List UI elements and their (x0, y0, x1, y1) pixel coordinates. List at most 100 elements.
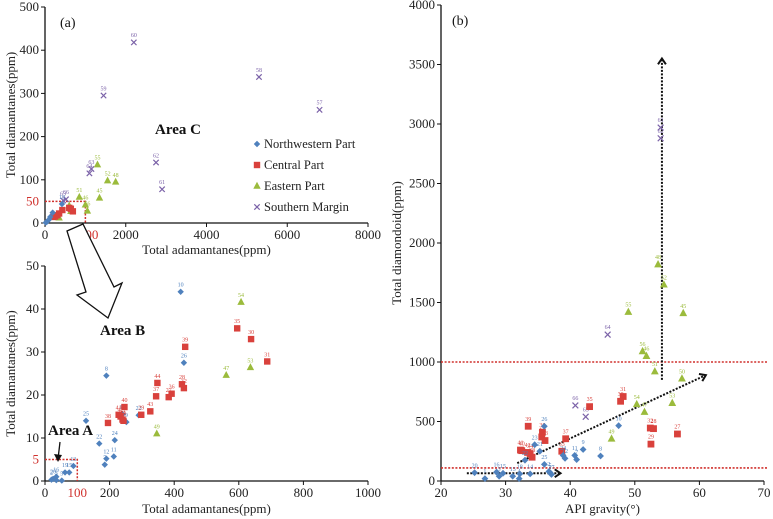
point-diamond (573, 456, 581, 463)
point-label: 3 (498, 467, 501, 473)
point-cross (100, 92, 107, 99)
x-axis-label: Total adamantanes(ppm) (142, 242, 271, 257)
data-point-eastern: 56 (83, 202, 92, 214)
point-square (104, 419, 112, 427)
point-label: 64 (605, 325, 611, 331)
point-label: 20 (50, 470, 56, 476)
data-point-central: 30 (617, 392, 624, 405)
x-tick-label: 600 (229, 485, 249, 500)
point-square (541, 437, 549, 444)
point-label: 28 (651, 419, 657, 425)
point-square (154, 379, 161, 387)
x-tick-label: 400 (164, 485, 184, 500)
point-cross-stroke (253, 203, 261, 211)
data-point-northwestern (49, 209, 56, 216)
data-point-eastern: 51 (75, 188, 84, 200)
data-point-central: 43 (147, 402, 154, 415)
point-label: 41 (517, 441, 523, 447)
point-triangle (246, 363, 255, 371)
x-tick-label: 2000 (113, 227, 139, 242)
data-point-northwestern: 2 (48, 471, 55, 483)
data-point-northwestern: 3 (53, 471, 60, 484)
x-tick-label: 200 (100, 485, 120, 500)
y-tick-label: 10 (26, 430, 39, 445)
legend-label: Northwestern Part (264, 137, 356, 151)
data-point-southern: 66 (572, 396, 579, 409)
y-tick-label: 400 (20, 42, 40, 57)
point-label: 37 (153, 387, 159, 393)
y-tick-label: 2000 (409, 235, 435, 250)
point-label: 44 (539, 428, 545, 434)
point-label: 25 (83, 412, 89, 418)
point-label: 8 (105, 366, 108, 372)
trend-arrow (657, 56, 667, 380)
point-label: 12 (562, 449, 568, 455)
x-tick-label: 4000 (194, 227, 220, 242)
data-point-northwestern: 10 (615, 416, 623, 430)
point-label: 44 (154, 374, 160, 380)
legend-item-eastern: Eastern Part (253, 179, 325, 193)
y-tick-label: 100 (20, 172, 40, 187)
point-label: 59 (101, 86, 107, 92)
point-triangle (679, 308, 688, 317)
data-point-northwestern: 13 (509, 467, 517, 480)
data-point-southern: 61 (657, 118, 664, 131)
point-diamond (96, 440, 103, 447)
point-label: 64 (86, 164, 92, 170)
point-label: 39 (525, 417, 531, 423)
legend-item-southern: Southern Margin (253, 200, 350, 214)
point-square (586, 403, 593, 411)
point-triangle (222, 371, 230, 378)
point-square (69, 208, 77, 215)
point-label: 52 (661, 275, 667, 281)
point-square (538, 433, 546, 441)
data-point-southern: 64 (604, 325, 611, 338)
data-point-northwestern: 13 (70, 457, 77, 470)
point-square (558, 447, 566, 455)
data-point-southern: 62 (152, 153, 160, 166)
point-label: 48 (113, 173, 119, 179)
point-label: 5 (549, 463, 552, 469)
point-label: 31 (620, 387, 626, 393)
point-label: 27 (166, 388, 172, 394)
point-label: 1 (483, 469, 486, 475)
data-point-southern: 59 (100, 86, 107, 99)
point-cross-stroke (130, 39, 137, 46)
data-point-northwestern (42, 219, 50, 226)
point-label: 23 (532, 435, 538, 441)
point-label: 7 (103, 455, 106, 461)
area-a-label: Area A (48, 423, 93, 439)
data-point-northwestern: 22 (521, 451, 529, 464)
point-square (528, 453, 536, 461)
point-label: 47 (223, 366, 229, 372)
point-square (539, 428, 546, 436)
point-label: 18 (517, 464, 523, 470)
point-label: 8 (599, 447, 602, 453)
point-triangle (659, 280, 668, 288)
point-diamond (103, 372, 110, 379)
point-cross (572, 402, 579, 409)
x-tick-label: 60 (693, 485, 706, 500)
point-label: 50 (679, 369, 685, 375)
point-diamond (579, 446, 587, 453)
point-label: 23 (136, 406, 142, 412)
data-point-northwestern: 23 (531, 435, 539, 449)
highlight-box (45, 458, 79, 481)
point-cross-stroke (572, 402, 579, 409)
point-label: 9 (125, 413, 128, 419)
point-triangle (638, 346, 647, 355)
y-axis-label: Total diamantanes(ppm) (3, 310, 18, 437)
point-square (59, 206, 66, 214)
data-point-central: 40 (518, 441, 526, 455)
data-point-eastern: 48 (111, 173, 120, 185)
trend-arrow-head (698, 372, 708, 382)
x-tick-label: 8000 (355, 227, 381, 242)
point-cross (657, 124, 664, 131)
point-label: 11 (111, 447, 117, 453)
data-point-central: 28 (178, 375, 186, 388)
point-square (178, 381, 186, 388)
point-label: 26 (541, 417, 547, 423)
data-point-northwestern: 24 (111, 431, 118, 444)
point-diamond (58, 477, 65, 484)
point-label: 39 (182, 338, 188, 344)
